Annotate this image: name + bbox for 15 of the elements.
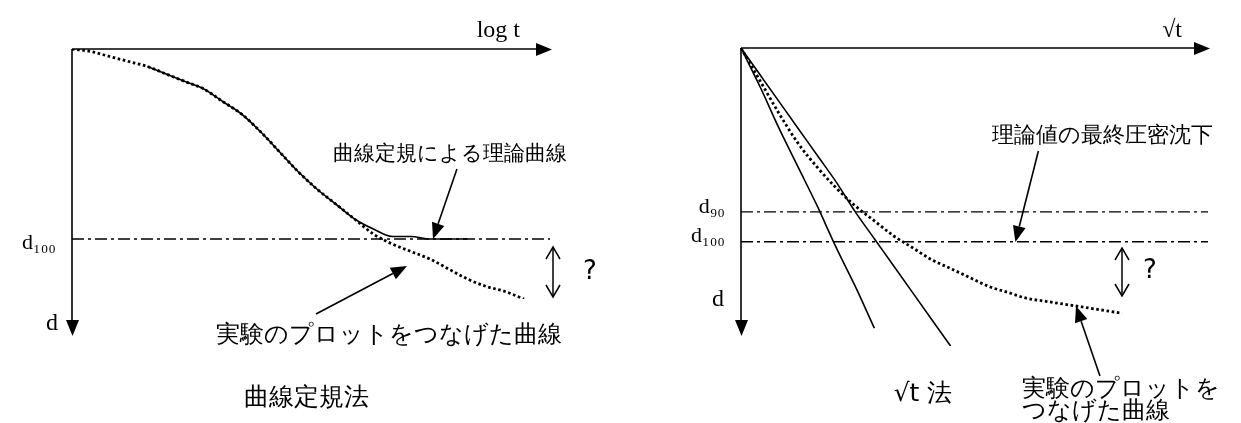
text: 実験のプロットをつなげた曲線 bbox=[1021, 374, 1220, 423]
y-axis-title: d bbox=[46, 309, 58, 336]
annotation: 曲線定規による理論曲線 bbox=[332, 141, 567, 166]
x-axis-title: log t bbox=[476, 16, 521, 43]
text: 曲線定規法 bbox=[243, 381, 369, 411]
text: ? bbox=[583, 254, 597, 285]
annotation: 理論値の最終圧密沈下 bbox=[992, 122, 1213, 148]
ref-line-label: d₉₀ bbox=[698, 192, 725, 218]
ref-line-label: d₁₀₀ bbox=[21, 228, 56, 254]
y-axis-title: d bbox=[712, 285, 724, 312]
x-axis-title: √t bbox=[1162, 16, 1183, 43]
text: ? bbox=[1143, 254, 1157, 285]
ref-line-label: d₁₀₀ bbox=[690, 222, 725, 248]
text: 実験のプロットをつなげた曲線 bbox=[216, 319, 562, 348]
text: √t 法 bbox=[893, 377, 953, 407]
